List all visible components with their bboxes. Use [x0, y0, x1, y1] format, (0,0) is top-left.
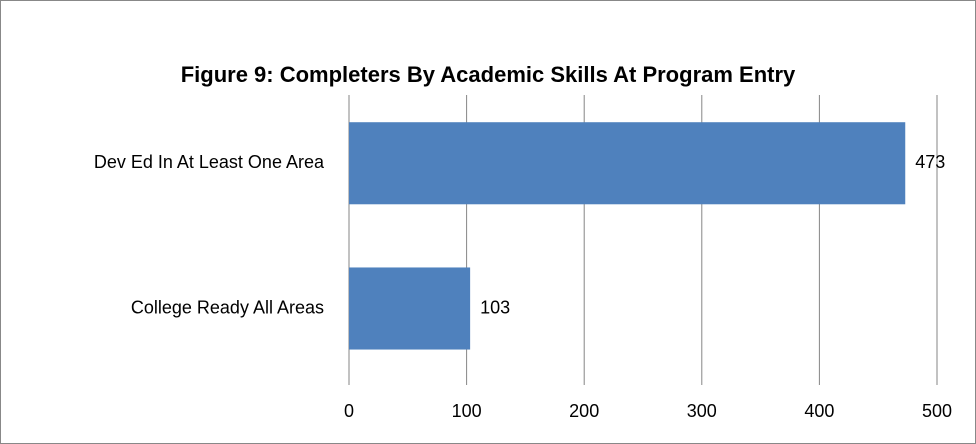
x-tick-label: 500	[922, 401, 952, 421]
data-label: 473	[915, 152, 945, 172]
bar	[349, 122, 906, 205]
x-tick-label: 400	[804, 401, 834, 421]
data-label: 103	[480, 297, 510, 317]
y-tick-label: College Ready All Areas	[131, 297, 324, 317]
y-tick-label: Dev Ed In At Least One Area	[94, 152, 325, 172]
bar	[349, 267, 471, 350]
chart-title: Figure 9: Completers By Academic Skills …	[181, 62, 796, 87]
x-tick-label: 200	[569, 401, 599, 421]
x-tick-label: 300	[687, 401, 717, 421]
x-tick-label: 0	[344, 401, 354, 421]
x-tick-label: 100	[452, 401, 482, 421]
